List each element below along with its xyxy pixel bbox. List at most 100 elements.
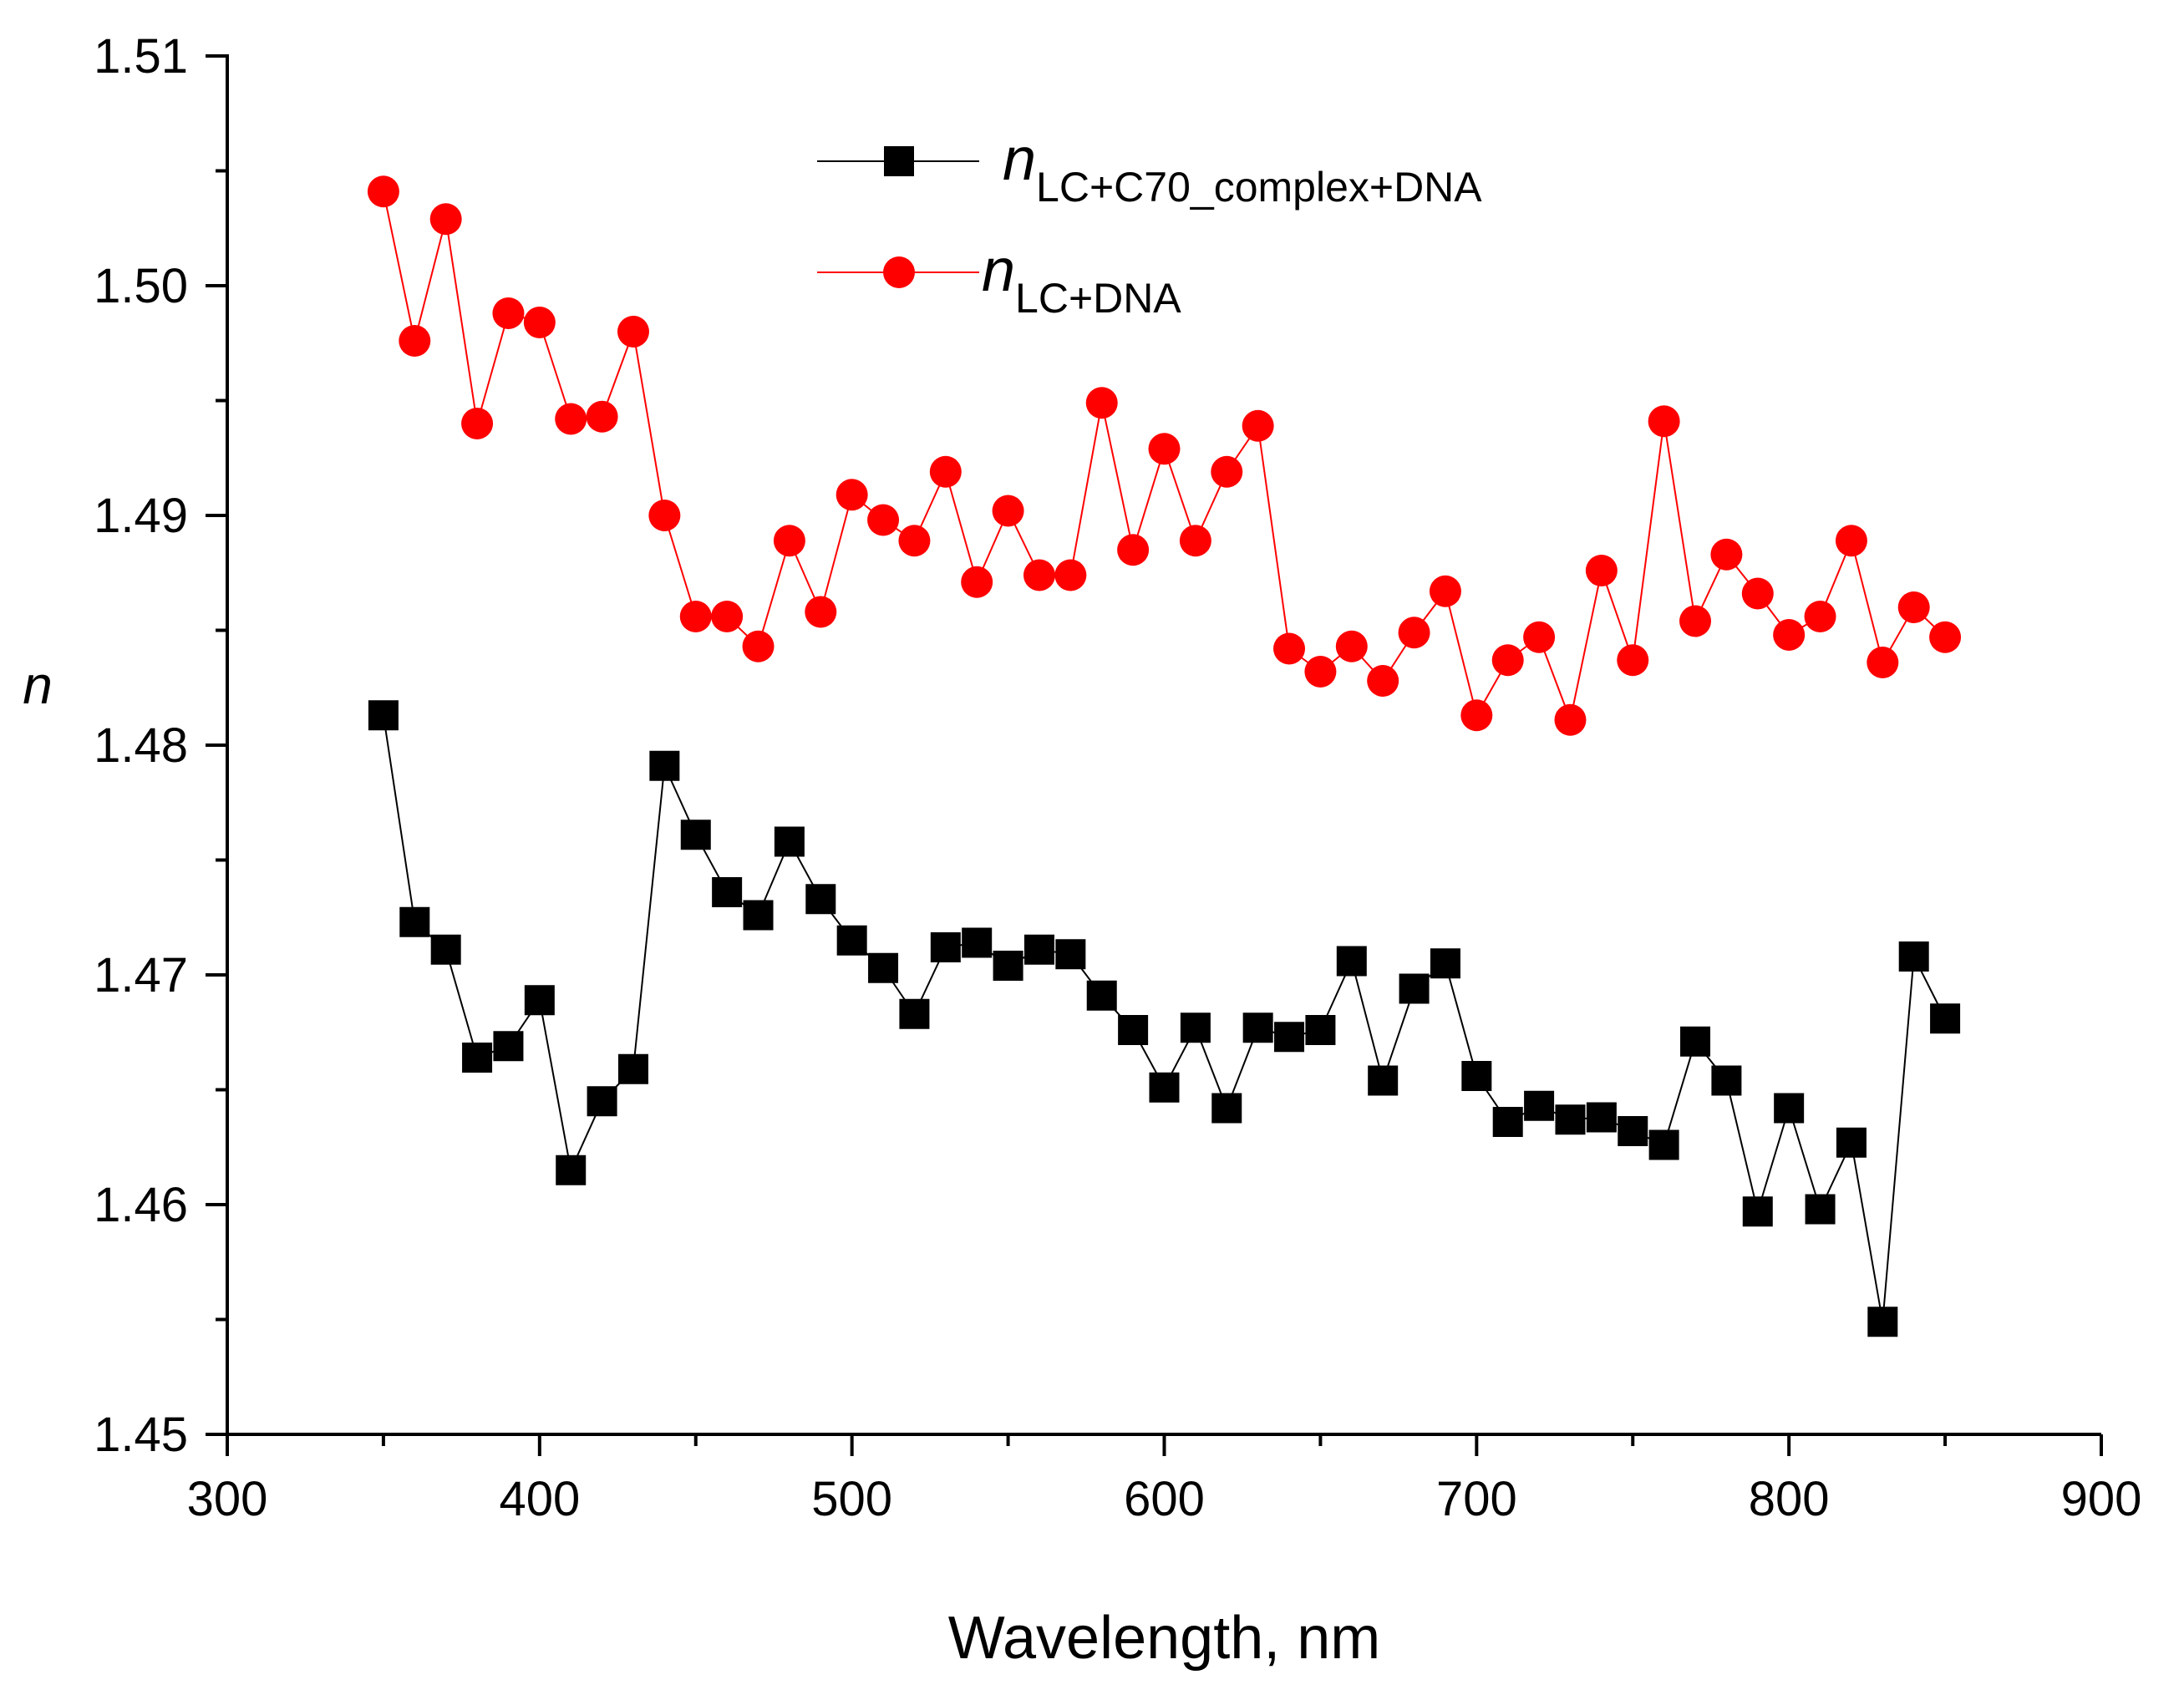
data-point-square: [368, 700, 399, 731]
data-point-circle: [1835, 525, 1867, 557]
data-point-circle: [1367, 665, 1399, 697]
data-point-circle: [1273, 632, 1306, 665]
data-point-square: [1648, 1129, 1679, 1160]
series-1: [368, 700, 1961, 1337]
data-point-circle: [1148, 433, 1181, 465]
x-tick-label: 700: [1436, 1472, 1517, 1526]
data-point-circle: [1897, 591, 1930, 623]
data-point-square: [1742, 1196, 1773, 1227]
data-point-square: [1023, 934, 1054, 965]
data-point-square: [836, 925, 867, 956]
data-point-circle: [1554, 703, 1587, 736]
y-tick-label: 1.47: [94, 948, 188, 1002]
legend-entry-1: nLC+C70_complex+DNA: [817, 126, 1482, 211]
legend-label: nLC+C70_complex+DNA: [1003, 126, 1482, 211]
data-point-circle: [1117, 534, 1150, 566]
data-point-square: [1055, 939, 1086, 970]
data-point-square: [649, 750, 680, 781]
data-point-circle: [1710, 538, 1743, 571]
data-point-square: [899, 998, 930, 1029]
data-point-square: [587, 1086, 617, 1117]
data-point-circle: [648, 500, 681, 531]
data-point-square: [1430, 948, 1460, 979]
x-tick-label: 800: [1749, 1472, 1830, 1526]
data-point-square: [1930, 1003, 1961, 1034]
data-point-square: [680, 820, 711, 850]
x-tick-label: 600: [1124, 1472, 1205, 1526]
series-line: [382, 715, 1946, 1322]
data-point-circle: [1054, 559, 1087, 591]
data-point-circle: [1460, 699, 1493, 732]
y-tick-label: 1.45: [94, 1408, 188, 1462]
data-point-square: [1586, 1102, 1617, 1133]
data-point-circle: [1211, 455, 1243, 488]
data-point-circle: [461, 408, 494, 439]
y-tick-label: 1.48: [94, 718, 188, 773]
data-point-square: [1242, 1012, 1273, 1043]
legend-entry-2: nLC+DNA: [817, 237, 1181, 322]
legend-label: nLC+DNA: [982, 237, 1181, 322]
data-point-square: [1180, 1012, 1211, 1043]
data-point-square: [930, 932, 961, 962]
data-point-circle: [523, 307, 556, 338]
data-point-square: [1305, 1015, 1336, 1045]
data-point-circle: [1023, 559, 1055, 591]
data-point-circle: [711, 601, 744, 632]
data-point-square: [774, 826, 805, 857]
data-point-circle: [492, 297, 525, 329]
data-point-circle: [1617, 644, 1649, 677]
legend-subscript: LC+DNA: [1015, 275, 1181, 322]
data-point-circle: [617, 316, 649, 348]
data-point-circle: [1741, 577, 1774, 610]
data-point-circle: [1429, 575, 1461, 607]
data-point-circle: [1648, 405, 1680, 438]
x-axis-label: Wavelength, nm: [948, 1605, 1381, 1672]
x-tick-label: 500: [811, 1472, 892, 1526]
data-point-square: [712, 877, 743, 907]
data-point-square: [1711, 1065, 1742, 1096]
data-point-square: [617, 1053, 648, 1084]
data-point-square: [1898, 941, 1929, 972]
data-point-square: [1680, 1026, 1711, 1057]
data-point-square: [556, 1155, 587, 1185]
data-point-circle: [1773, 619, 1806, 651]
legend-symbol: n: [1003, 126, 1036, 193]
data-point-square: [868, 952, 899, 983]
data-point-circle: [1491, 644, 1524, 677]
data-point-square: [993, 951, 1023, 981]
data-point-circle: [429, 203, 462, 236]
legend-subscript: LC+C70_complex+DNA: [1036, 164, 1482, 211]
data-point-circle: [898, 525, 931, 557]
y-tick-label: 1.49: [94, 489, 188, 543]
legend-marker-square: [884, 146, 914, 176]
data-point-circle: [679, 601, 712, 632]
data-point-square: [1492, 1107, 1523, 1137]
x-tick-label: 300: [187, 1472, 268, 1526]
data-point-square: [430, 934, 461, 965]
data-point-circle: [555, 403, 587, 435]
data-point-square: [1555, 1104, 1586, 1135]
axes: 300 400 500 600 700 800 900 1.45 1.46 1.47 1.48 1.4…: [94, 29, 2141, 1526]
series-layer: [367, 175, 1962, 1337]
y-axis-label: n: [23, 655, 53, 715]
series-2: [367, 175, 1962, 736]
data-point-square: [1867, 1307, 1898, 1337]
data-point-square: [399, 906, 430, 937]
data-point-square: [1524, 1090, 1555, 1121]
data-point-circle: [961, 566, 993, 598]
data-point-square: [1149, 1072, 1180, 1103]
data-point-square: [1836, 1127, 1867, 1158]
data-point-circle: [867, 504, 900, 536]
data-point-circle: [929, 455, 962, 488]
data-point-circle: [1304, 656, 1337, 688]
data-point-square: [1618, 1116, 1648, 1146]
data-point-circle: [1179, 525, 1211, 557]
data-point-square: [1368, 1065, 1399, 1096]
data-point-circle: [1335, 630, 1368, 662]
data-point-circle: [1398, 617, 1430, 649]
legend-symbol: n: [982, 237, 1015, 304]
data-point-square: [462, 1043, 493, 1073]
data-point-circle: [1929, 621, 1962, 653]
